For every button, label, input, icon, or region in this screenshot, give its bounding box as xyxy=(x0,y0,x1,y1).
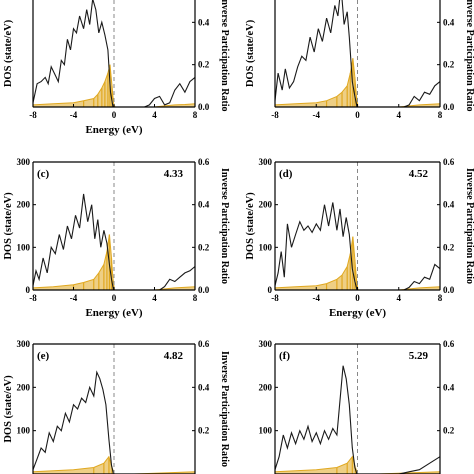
x-tick-label: -8 xyxy=(271,110,279,120)
y-tick-label: 200 xyxy=(259,200,273,210)
x-tick-label: -8 xyxy=(29,110,37,120)
y2-axis-title: Inverse Participation Ratio xyxy=(219,351,230,467)
y-tick-label: 200 xyxy=(259,382,273,392)
y2-tick-label: 0.6 xyxy=(198,339,210,349)
y2-tick-label: 0.4 xyxy=(443,382,455,392)
y2-tick-label: 0.2 xyxy=(443,426,455,436)
y2-tick-label: 0.2 xyxy=(443,60,455,70)
x-tick-label: 8 xyxy=(438,293,443,303)
x-tick-label: 0 xyxy=(112,293,117,303)
dos-series xyxy=(274,202,441,291)
y2-tick-label: 0.4 xyxy=(198,17,210,27)
y2-axis-title: Inverse Participation Ratio xyxy=(219,0,230,112)
y2-tick-label: 0.4 xyxy=(443,17,455,27)
y2-axis-title: Inverse Participation Ratio xyxy=(464,168,474,284)
y-tick-label: 100 xyxy=(259,242,273,252)
y-tick-label: 0 xyxy=(268,285,273,295)
panel-label: (f) xyxy=(279,350,290,362)
y2-tick-label: 0.2 xyxy=(198,242,210,252)
dos-series xyxy=(274,0,441,108)
x-tick-label: -4 xyxy=(313,110,321,120)
x-tick-label: -8 xyxy=(271,293,279,303)
panel-label: (d) xyxy=(279,168,293,180)
y2-tick-label: 0.0 xyxy=(198,102,210,112)
y-tick-label: 100 xyxy=(259,426,273,436)
y2-tick-label: 0.0 xyxy=(443,102,455,112)
x-tick-label: 4 xyxy=(152,110,157,120)
x-tick-label: 8 xyxy=(438,110,443,120)
x-axis-title: Energy (eV) xyxy=(85,124,142,136)
x-tick-label: -8 xyxy=(29,293,37,303)
y-axis-title: DOS (state/eV) xyxy=(245,19,256,87)
x-axis-title: Energy (eV) xyxy=(85,307,142,319)
y-tick-label: 300 xyxy=(17,339,31,349)
y-tick-label: 0 xyxy=(26,285,31,295)
x-tick-label: 8 xyxy=(193,110,198,120)
chart-panel-1: -8 -4 0 4 80.0 0.2 0.4 DOS (state/eV) Inverse Pa… xyxy=(3,0,230,136)
y2-tick-label: 0.4 xyxy=(443,200,455,210)
y2-tick-label: 0.6 xyxy=(198,157,210,167)
dos-series xyxy=(274,365,441,474)
panel-label: (c) xyxy=(37,168,50,180)
chart-panel-3: -8 -4 0 4 8 0 100 200 300 0.0 0.2 0.4 0.6 DOS (state/… xyxy=(3,157,230,319)
y2-tick-label: 0.6 xyxy=(443,339,455,349)
y-tick-label: 100 xyxy=(17,242,31,252)
x-tick-label: 4 xyxy=(152,293,157,303)
y2-tick-label: 0.4 xyxy=(198,200,210,210)
value-label: 4.52 xyxy=(409,168,429,180)
y-tick-label: 200 xyxy=(17,382,31,392)
y2-axis-title: Inverse Participation Ratio xyxy=(464,0,474,112)
chart-panel-4: -8 -4 0 4 8 0 100 200 300 0.0 0.2 0.4 0.6 DOS (state/… xyxy=(245,157,474,319)
y2-tick-label: 0.2 xyxy=(198,60,210,70)
chart-panel-2: -8 -4 0 4 80.0 0.2 0.4 DOS (state/eV) Inverse Pa… xyxy=(245,0,474,120)
y2-tick-label: 0.2 xyxy=(443,242,455,252)
y2-axis-title: Inverse Participation Ratio xyxy=(219,168,230,284)
value-label: 5.29 xyxy=(409,350,429,362)
panel-label: (e) xyxy=(37,350,50,362)
value-label: 4.82 xyxy=(164,350,184,362)
x-tick-label: -4 xyxy=(70,110,78,120)
chart-panel-5: 100 200 300 0.2 0.4 0.6 DOS (state/eV) Inverse … xyxy=(3,339,230,474)
y2-tick-label: 0.4 xyxy=(198,382,210,392)
x-tick-label: 0 xyxy=(355,110,360,120)
x-tick-label: 4 xyxy=(397,293,402,303)
y-axis-title: DOS (state/eV) xyxy=(3,19,14,87)
y2-tick-label: 0.2 xyxy=(198,426,210,436)
y-tick-label: 300 xyxy=(259,157,273,167)
chart-panel-6: 100 200 300 0.2 0.4 0.6 (f) 5.29 xyxy=(259,339,455,474)
x-tick-label: 8 xyxy=(193,293,198,303)
x-tick-label: -4 xyxy=(313,293,321,303)
value-label: 4.33 xyxy=(164,168,184,180)
dos-series xyxy=(32,0,196,108)
y-tick-label: 100 xyxy=(17,426,31,436)
x-axis-title: Energy (eV) xyxy=(329,307,386,319)
y-axis-title: DOS (state/eV) xyxy=(3,375,14,443)
dos-series xyxy=(32,193,196,291)
y2-tick-label: 0.6 xyxy=(443,157,455,167)
y2-tick-label: 0.0 xyxy=(198,285,210,295)
x-tick-label: 0 xyxy=(355,293,360,303)
ipr-series xyxy=(32,64,196,108)
x-tick-label: -4 xyxy=(70,293,78,303)
x-tick-label: 4 xyxy=(397,110,402,120)
y-tick-label: 200 xyxy=(17,200,31,210)
y2-tick-label: 0.0 xyxy=(443,285,455,295)
dos-series xyxy=(32,370,195,474)
x-tick-label: 0 xyxy=(112,110,117,120)
y-tick-label: 300 xyxy=(259,339,273,349)
y-axis-title: DOS (state/eV) xyxy=(245,192,256,260)
y-axis-title: DOS (state/eV) xyxy=(3,192,14,260)
y-tick-label: 300 xyxy=(17,157,31,167)
